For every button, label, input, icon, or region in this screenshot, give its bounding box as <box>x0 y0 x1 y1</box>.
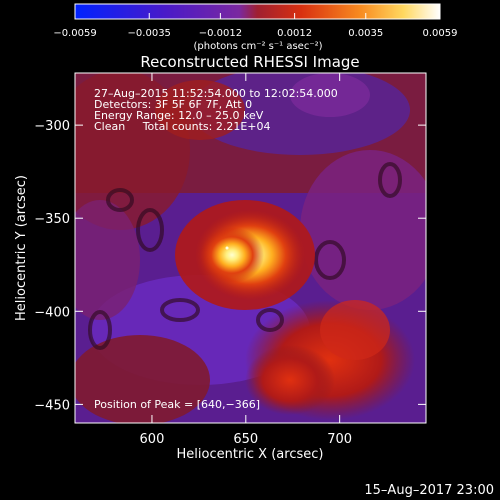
y-tick-label: −300 <box>34 119 70 134</box>
colorbar <box>75 4 440 19</box>
colorbar-tick-label: −0.0035 <box>128 28 171 39</box>
colorbar-tick-label: 0.0059 <box>423 28 458 39</box>
y-tick-label: −400 <box>34 305 70 320</box>
colorbar-tick-label: −0.0059 <box>53 28 96 39</box>
colorbar-tick-label: −0.0012 <box>199 28 242 39</box>
chart-title: Reconstructed RHESSI Image <box>140 53 359 71</box>
y-tick-label: −350 <box>34 212 70 227</box>
footer-timestamp: 15–Aug–2017 23:00 <box>364 483 494 498</box>
colorbar-tick-label: 0.0035 <box>348 28 383 39</box>
y-axis-title: Heliocentric Y (arcsec) <box>14 175 29 321</box>
colorbar-unit-label: (photons cm⁻² s⁻¹ asec⁻²) <box>193 41 322 52</box>
x-tick-label: 650 <box>233 432 258 447</box>
y-tick-label: −450 <box>34 398 70 413</box>
colorbar-tick-label: 0.0012 <box>277 28 312 39</box>
x-tick-label: 600 <box>140 432 165 447</box>
annotation-peak-position: Position of Peak = [640,−366] <box>94 398 260 411</box>
x-axis-title: Heliocentric X (arcsec) <box>177 447 324 462</box>
x-tick-label: 700 <box>327 432 352 447</box>
peak-marker <box>226 247 229 250</box>
annotation-clean-counts: Clean Total counts: 2.21E+04 <box>94 120 271 133</box>
